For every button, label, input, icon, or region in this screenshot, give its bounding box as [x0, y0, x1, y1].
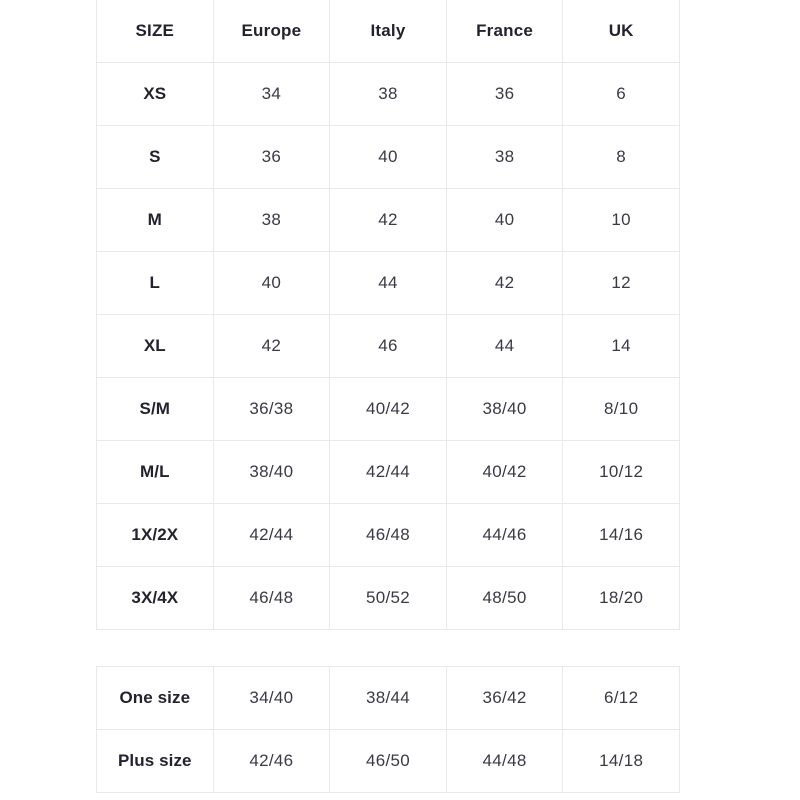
cell-europe: 38	[212, 188, 331, 252]
table-row: 1X/2X 42/44 46/48 44/46 14/16	[96, 503, 680, 567]
row-label: XL	[96, 314, 214, 378]
cell-france: 36/42	[445, 666, 564, 730]
cell-uk: 6	[562, 62, 680, 126]
cell-france: 44	[445, 314, 564, 378]
cell-italy: 46	[329, 314, 447, 378]
table-body: XS 34 38 36 6 S 36 40 38 8 M 38 42 40 10	[96, 62, 680, 630]
row-label: 1X/2X	[96, 503, 214, 567]
cell-italy: 38/44	[329, 666, 447, 730]
cell-france: 38	[445, 125, 564, 189]
cell-france: 44/48	[445, 729, 564, 793]
cell-europe: 42/46	[212, 729, 331, 793]
cell-uk: 8	[562, 125, 680, 189]
cell-italy: 46/50	[329, 729, 447, 793]
cell-italy: 38	[329, 62, 447, 126]
cell-uk: 8/10	[562, 377, 680, 441]
table-row: L 40 44 42 12	[96, 251, 680, 315]
cell-uk: 10	[562, 188, 680, 252]
column-header-uk: UK	[562, 0, 680, 63]
cell-europe: 38/40	[212, 440, 331, 504]
cell-europe: 42	[212, 314, 331, 378]
row-label: L	[96, 251, 214, 315]
cell-uk: 14/16	[562, 503, 680, 567]
cell-europe: 34/40	[212, 666, 331, 730]
table-header: SIZE Europe Italy France UK	[96, 0, 680, 63]
table-row: Plus size 42/46 46/50 44/48 14/18	[96, 729, 680, 793]
cell-uk: 14	[562, 314, 680, 378]
cell-uk: 18/20	[562, 566, 680, 630]
row-label: S	[96, 125, 214, 189]
cell-france: 48/50	[445, 566, 564, 630]
table-row: XL 42 46 44 14	[96, 314, 680, 378]
cell-italy: 40/42	[329, 377, 447, 441]
cell-italy: 42	[329, 188, 447, 252]
table-row: 3X/4X 46/48 50/52 48/50 18/20	[96, 566, 680, 630]
table-row: M/L 38/40 42/44 40/42 10/12	[96, 440, 680, 504]
column-header-italy: Italy	[329, 0, 447, 63]
cell-europe: 40	[212, 251, 331, 315]
one-size-conversion-table: One size 34/40 38/44 36/42 6/12 Plus siz…	[96, 666, 680, 793]
cell-europe: 46/48	[212, 566, 331, 630]
row-label: M/L	[96, 440, 214, 504]
table-row: One size 34/40 38/44 36/42 6/12	[96, 666, 680, 730]
cell-italy: 50/52	[329, 566, 447, 630]
cell-europe: 36/38	[212, 377, 331, 441]
table-row: XS 34 38 36 6	[96, 62, 680, 126]
cell-italy: 44	[329, 251, 447, 315]
cell-italy: 42/44	[329, 440, 447, 504]
table-row: S 36 40 38 8	[96, 125, 680, 189]
cell-france: 40	[445, 188, 564, 252]
cell-france: 36	[445, 62, 564, 126]
row-label: 3X/4X	[96, 566, 214, 630]
cell-uk: 12	[562, 251, 680, 315]
cell-france: 40/42	[445, 440, 564, 504]
row-label: XS	[96, 62, 214, 126]
cell-europe: 42/44	[212, 503, 331, 567]
cell-uk: 6/12	[562, 666, 680, 730]
column-header-france: France	[445, 0, 564, 63]
cell-uk: 10/12	[562, 440, 680, 504]
row-label: M	[96, 188, 214, 252]
international-size-conversion-table: SIZE Europe Italy France UK XS 34 38 36 …	[96, 0, 680, 630]
row-label: Plus size	[96, 729, 214, 793]
column-header-size: SIZE	[96, 0, 214, 63]
table-row: S/M 36/38 40/42 38/40 8/10	[96, 377, 680, 441]
cell-italy: 40	[329, 125, 447, 189]
cell-france: 44/46	[445, 503, 564, 567]
cell-france: 38/40	[445, 377, 564, 441]
cell-italy: 46/48	[329, 503, 447, 567]
table-body: One size 34/40 38/44 36/42 6/12 Plus siz…	[96, 666, 680, 793]
row-label: S/M	[96, 377, 214, 441]
row-label: One size	[96, 666, 214, 730]
table-row: M 38 42 40 10	[96, 188, 680, 252]
table-header-row: SIZE Europe Italy France UK	[96, 0, 680, 63]
cell-france: 42	[445, 251, 564, 315]
cell-europe: 34	[212, 62, 331, 126]
column-header-europe: Europe	[212, 0, 331, 63]
cell-europe: 36	[212, 125, 331, 189]
cell-uk: 14/18	[562, 729, 680, 793]
